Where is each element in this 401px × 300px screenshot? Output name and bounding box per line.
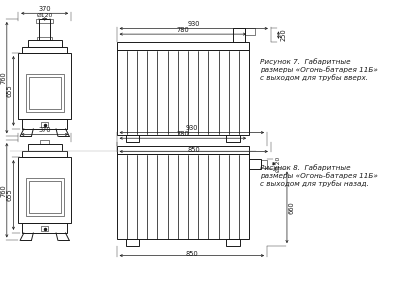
Text: 850: 850: [187, 147, 200, 153]
Bar: [22, 224, 67, 233]
Bar: [249, 159, 261, 169]
Bar: [261, 160, 266, 168]
Text: 780: 780: [176, 131, 189, 137]
Text: 660: 660: [288, 201, 294, 214]
Bar: [126, 239, 139, 246]
Text: Рисунок 8.  Габаритные
размеры «Огонь-батарея 11Б»
с выходом для трубы назад.: Рисунок 8. Габаритные размеры «Огонь-бат…: [260, 164, 377, 187]
Bar: [116, 42, 249, 50]
Bar: [18, 53, 71, 119]
Text: 930: 930: [185, 125, 198, 131]
Bar: [116, 154, 249, 239]
Text: 850: 850: [185, 251, 198, 257]
Bar: [41, 226, 49, 231]
Text: 780: 780: [176, 27, 189, 33]
Bar: [39, 19, 50, 40]
Text: Ø120: Ø120: [275, 156, 280, 172]
Bar: [28, 144, 62, 152]
Text: Рисунок 7.  Габаритные
размеры «Огонь-батарея 11Б»
с выходом для трубы вверх.: Рисунок 7. Габаритные размеры «Огонь-бат…: [260, 58, 377, 81]
Text: 760: 760: [0, 71, 6, 84]
Text: 655: 655: [7, 189, 12, 201]
Bar: [28, 181, 61, 213]
Bar: [18, 157, 71, 224]
Bar: [116, 50, 249, 135]
Bar: [28, 77, 61, 109]
Bar: [40, 140, 49, 144]
Bar: [126, 135, 139, 142]
Bar: [26, 74, 63, 112]
Bar: [226, 239, 239, 246]
Text: 930: 930: [187, 21, 199, 27]
Bar: [226, 135, 239, 142]
Text: 370: 370: [38, 127, 51, 133]
Bar: [28, 40, 62, 47]
Bar: [37, 37, 52, 40]
Bar: [26, 178, 63, 216]
Text: 250: 250: [279, 29, 286, 41]
Bar: [22, 47, 67, 53]
Text: Ø120: Ø120: [36, 13, 53, 18]
Text: 655: 655: [7, 85, 12, 97]
Bar: [36, 19, 53, 23]
Text: 760: 760: [0, 184, 6, 197]
Bar: [233, 28, 245, 42]
Bar: [116, 146, 249, 154]
Bar: [245, 28, 254, 35]
Bar: [22, 152, 67, 157]
Bar: [41, 122, 49, 127]
Text: 370: 370: [38, 6, 51, 12]
Bar: [22, 119, 67, 129]
